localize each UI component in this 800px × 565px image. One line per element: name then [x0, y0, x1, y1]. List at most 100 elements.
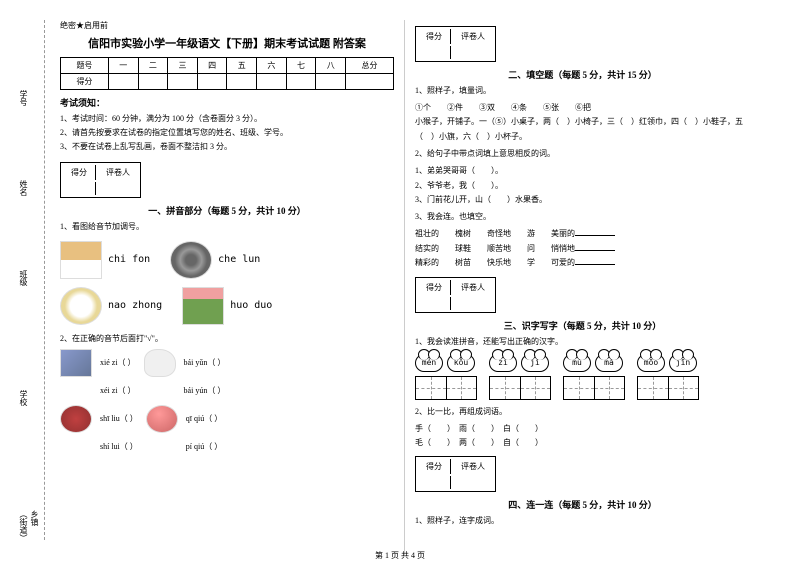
td[interactable]	[168, 74, 198, 90]
td[interactable]	[227, 74, 257, 90]
fill-item: 3、门前花儿开，山（ ）水果香。	[415, 193, 750, 207]
match-row: 祖壮的 槐树 奇怪地 游 美丽的	[415, 227, 750, 241]
q2-row: xéi zi（ ） bái yún（ ）	[60, 381, 394, 401]
grader-label: 评卷人	[98, 165, 138, 180]
section-score-box: 得分 评卷人	[415, 456, 496, 492]
compare-row: 毛（ ） 两（ ） 自（ ）	[415, 436, 750, 450]
pinyin-cloud: mén	[415, 354, 443, 372]
td: 得分	[61, 74, 109, 90]
q2-row: xié zi（ ） bái yǔn（ ）	[60, 349, 394, 377]
score-label: 得分	[63, 165, 96, 180]
writing-grid[interactable]	[563, 376, 625, 400]
cloud-group: zì jǐ	[489, 354, 551, 400]
table-row: 得分	[61, 74, 394, 90]
writing-grid[interactable]	[637, 376, 699, 400]
binding-label: 乡镇（街道）	[18, 510, 40, 540]
left-column: 绝密★启用前 信阳市实验小学一年级语文【下册】期末考试试题 附答案 题号 一 二…	[50, 20, 405, 555]
binding-label: 学号	[18, 90, 29, 106]
match-row: 精彩的 树苗 快乐地 学 可爱的	[415, 256, 750, 270]
notice-title: 考试须知：	[60, 96, 394, 109]
pinyin-text: huo duo	[230, 300, 272, 311]
section-score-box: 得分 评卷人	[415, 277, 496, 313]
writing-grid[interactable]	[489, 376, 551, 400]
writing-grid[interactable]	[415, 376, 477, 400]
grader-label: 评卷人	[453, 459, 493, 474]
binding-label: 学校	[18, 390, 29, 406]
td[interactable]	[257, 74, 287, 90]
td[interactable]	[108, 74, 138, 90]
td[interactable]	[346, 74, 394, 90]
score-label: 得分	[418, 29, 451, 44]
th: 一	[108, 58, 138, 74]
pinyin-text: chi fon	[108, 254, 150, 265]
notice-item: 3、不要在试卷上乱写乱画，卷面不整洁扣 3 分。	[60, 141, 394, 152]
pinyin-cloud: mōo	[637, 354, 665, 372]
food-icon	[60, 241, 102, 279]
question-3-2: 2、比一比，再组成词语。	[415, 406, 750, 418]
clock-icon	[60, 287, 102, 325]
page-footer: 第 1 页 共 4 页	[0, 550, 800, 561]
question-1-1: 1、看图给音节加调号。	[60, 221, 394, 233]
option: pí qiú（ ）	[186, 441, 222, 453]
notice-item: 1、考试时间：60 分钟，满分为 100 分（含卷面分 3 分）。	[60, 113, 394, 124]
pinyin-text: che lun	[218, 254, 260, 265]
cloud-icon	[144, 349, 176, 377]
boots-icon	[60, 349, 92, 377]
th: 题号	[61, 58, 109, 74]
pinyin-row: chi fon che lun	[60, 241, 394, 279]
score-label: 得分	[418, 280, 451, 295]
option: xéi zi（ ）	[100, 385, 136, 397]
question-2-1: 1、照样子，填量词。	[415, 85, 750, 97]
pinyin-item: huo duo	[182, 287, 272, 325]
th: 八	[316, 58, 346, 74]
pinyin-text: nao zhong	[108, 300, 162, 311]
compare-row: 手（ ） 雨（ ） 白（ ）	[415, 422, 750, 436]
score-label: 得分	[418, 459, 451, 474]
th: 六	[257, 58, 287, 74]
fill-item: 1、弟弟哭哥哥（ ）。	[415, 164, 750, 178]
notice-item: 2、请首先按要求在试卷的指定位置填写您的姓名、班级、学号。	[60, 127, 394, 138]
exam-page: 绝密★启用前 信阳市实验小学一年级语文【下册】期末考试试题 附答案 题号 一 二…	[0, 0, 800, 565]
th: 二	[138, 58, 168, 74]
pinyin-cloud: jīn	[669, 354, 697, 372]
td[interactable]	[316, 74, 346, 90]
section-4-title: 四、连一连（每题 5 分，共计 10 分）	[415, 498, 750, 511]
pinyin-row: nao zhong huo duo	[60, 287, 394, 325]
confidential-tag: 绝密★启用前	[60, 20, 394, 31]
exam-title: 信阳市实验小学一年级语文【下册】期末考试试题 附答案	[60, 35, 394, 51]
binding-label: 姓名	[18, 180, 29, 196]
question-1-2: 2、在正确的音节后面打"√"。	[60, 333, 394, 345]
td[interactable]	[197, 74, 227, 90]
pinyin-item: nao zhong	[60, 287, 162, 325]
th: 七	[286, 58, 316, 74]
section-score-box: 得分 评卷人	[415, 26, 496, 62]
section-3-title: 三、识字写字（每题 5 分，共计 10 分）	[415, 319, 750, 332]
section-score-box: 得分 评卷人	[60, 162, 141, 198]
th: 三	[168, 58, 198, 74]
match-row: 结实的 球鞋 顺苦地 问 悄悄地	[415, 242, 750, 256]
td[interactable]	[286, 74, 316, 90]
question-2-2: 2、给句子中带点词填上意思相反的词。	[415, 148, 750, 160]
score-table: 题号 一 二 三 四 五 六 七 八 总分 得分	[60, 57, 394, 90]
option: xié zi（ ）	[100, 357, 136, 369]
cloud-group: mōo jīn	[637, 354, 699, 400]
option: shī liu（ ）	[100, 413, 138, 425]
option: shí lui（ ）	[100, 441, 138, 453]
right-column: 得分 评卷人 二、填空题（每题 5 分，共计 15 分） 1、照样子，填量词。 …	[405, 20, 760, 555]
fill-item: 2、爷爷老，我（ ）。	[415, 179, 750, 193]
grader-label: 评卷人	[453, 280, 493, 295]
grader-label: 评卷人	[453, 29, 493, 44]
binding-margin: 乡镇（街道） 学校 班级 姓名 学号	[10, 20, 45, 540]
pinyin-cloud: zì	[489, 354, 517, 372]
td[interactable]	[138, 74, 168, 90]
section-2-title: 二、填空题（每题 5 分，共计 15 分）	[415, 68, 750, 81]
th: 总分	[346, 58, 394, 74]
option: bái yǔn（ ）	[184, 357, 226, 369]
binding-label: 班级	[18, 270, 29, 286]
q2-row: shī liu（ ） qī qiú（ ）	[60, 405, 394, 433]
wheel-icon	[170, 241, 212, 279]
section-1-title: 一、拼音部分（每题 5 分，共计 10 分）	[60, 204, 394, 217]
table-row: 题号 一 二 三 四 五 六 七 八 总分	[61, 58, 394, 74]
balloon-icon	[146, 405, 178, 433]
pinyin-cloud: mǎ	[595, 354, 623, 372]
